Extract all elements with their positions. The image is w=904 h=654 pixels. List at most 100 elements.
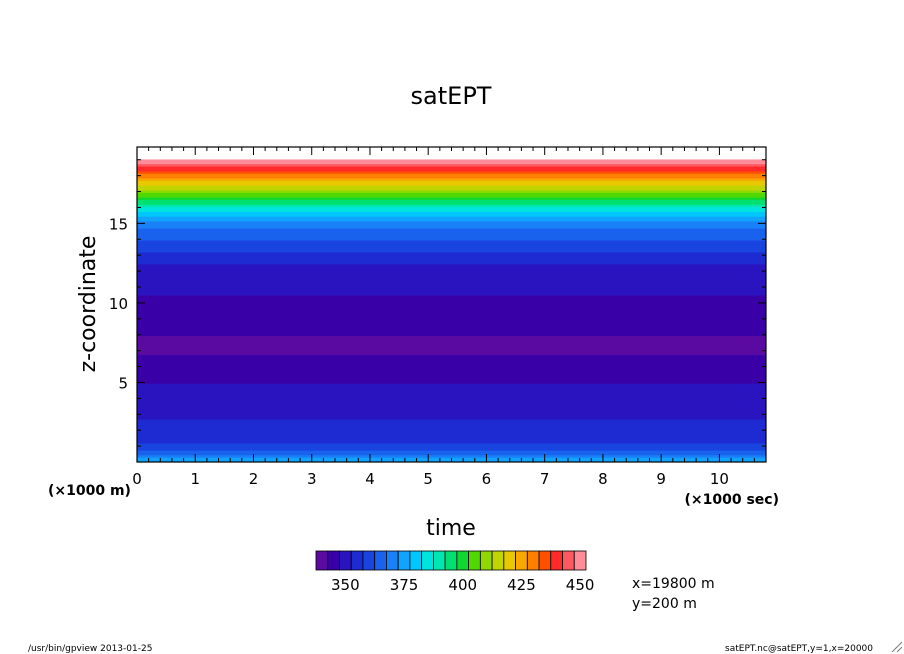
colorbar-tick-label: 425 — [507, 576, 536, 594]
contour-band — [137, 428, 766, 432]
contour-band — [137, 179, 766, 184]
contour-band — [137, 358, 766, 363]
contour-band — [137, 401, 766, 406]
x-tick-label: 6 — [482, 470, 492, 488]
contour-band — [137, 275, 766, 279]
contour-band — [137, 299, 766, 303]
x-tick-label: 2 — [249, 470, 259, 488]
contour-band — [137, 222, 766, 227]
contour-band — [137, 361, 766, 365]
contour-band — [137, 325, 766, 329]
contour-band — [137, 175, 766, 179]
colorbar-swatch — [339, 550, 352, 571]
contour-band — [137, 203, 766, 208]
contour-band — [137, 282, 766, 286]
contour-band — [137, 253, 766, 258]
y-unit-label: (×1000 m) — [48, 483, 131, 499]
colorbar-swatch — [386, 550, 399, 571]
x-tick-label: 1 — [190, 470, 200, 488]
contour-band — [137, 437, 766, 442]
contour-band — [137, 249, 766, 253]
contour-band — [137, 268, 766, 272]
x-tick-label: 3 — [307, 470, 317, 488]
contour-band — [137, 313, 766, 317]
contour-band — [137, 451, 766, 456]
colorbar-swatch — [573, 550, 587, 571]
contour-band — [137, 177, 766, 181]
contour-band — [137, 425, 766, 430]
contour-band — [137, 191, 766, 196]
colorbar-tick-label: 350 — [331, 576, 360, 594]
contour-band — [137, 330, 766, 334]
colorbar-swatch — [350, 550, 364, 571]
contour-band — [137, 213, 766, 217]
contour-band — [137, 397, 766, 401]
x-tick-label: 0 — [132, 470, 142, 488]
contour-band — [137, 354, 766, 358]
contour-band — [137, 199, 766, 203]
colorbar-swatch — [327, 550, 340, 571]
contour-band — [137, 432, 766, 437]
contour-band — [137, 167, 766, 172]
contour-band — [137, 160, 766, 165]
contour-band — [137, 227, 766, 232]
annotation-y: y=200 m — [632, 596, 697, 612]
x-axis-label: time — [426, 516, 476, 541]
contour-band — [137, 399, 766, 403]
contour-band — [137, 182, 766, 186]
contour-band — [137, 380, 766, 384]
axis-ticks — [136, 147, 767, 462]
contour-band — [137, 409, 766, 413]
contour-band — [137, 277, 766, 282]
colorbar-swatch — [374, 550, 387, 571]
contour-band — [137, 153, 766, 158]
contour-band — [137, 270, 766, 274]
contour-band — [137, 292, 766, 296]
contour-band — [137, 423, 766, 427]
contour-band — [137, 280, 766, 284]
resize-grip-icon[interactable] — [890, 640, 902, 652]
contour-band — [137, 256, 766, 260]
colorbar-swatch — [468, 550, 481, 571]
contour-band — [137, 251, 766, 255]
contour-bands — [137, 147, 766, 462]
colorbar-tick-labels: 350 375 400 425 450 — [331, 576, 594, 594]
x-tick-labels: 0 1 2 3 4 5 6 7 8 9 10 — [132, 470, 729, 488]
chart-title: satEPT — [411, 82, 492, 110]
footer-left: /usr/bin/gpview 2013-01-25 — [28, 644, 152, 654]
contour-band — [137, 239, 766, 243]
contour-band — [137, 306, 766, 310]
contour-band — [137, 356, 766, 360]
contour-band — [137, 246, 766, 251]
contour-band — [137, 344, 766, 348]
contour-band — [137, 349, 766, 353]
contour-band — [137, 232, 766, 236]
contour-band — [137, 220, 766, 224]
contour-band — [137, 389, 766, 394]
x-tick-label: 5 — [423, 470, 433, 488]
x-tick-label: 8 — [598, 470, 608, 488]
contour-band — [137, 287, 766, 291]
contour-band — [137, 289, 766, 294]
contour-band — [137, 151, 766, 155]
y-tick-label: 5 — [118, 374, 128, 392]
contour-band — [137, 449, 766, 453]
y-tick-label: 15 — [109, 215, 128, 233]
contour-band — [137, 208, 766, 212]
contour-band — [137, 335, 766, 339]
contour-band — [137, 392, 766, 396]
colorbar-swatch — [421, 550, 434, 571]
y-tick-labels: 5 10 15 — [109, 215, 128, 392]
colorbar-swatch — [479, 550, 493, 571]
colorbar-swatch — [397, 550, 411, 571]
annotation-x: x=19800 m — [632, 576, 715, 592]
colorbar-swatch — [550, 550, 563, 571]
colorbar-swatch — [315, 550, 329, 571]
contour-band — [137, 346, 766, 351]
contour-band — [137, 296, 766, 301]
contour-band — [137, 420, 766, 425]
contour-band — [137, 215, 766, 220]
contour-band — [137, 454, 766, 458]
colorbar-swatch — [444, 550, 458, 571]
